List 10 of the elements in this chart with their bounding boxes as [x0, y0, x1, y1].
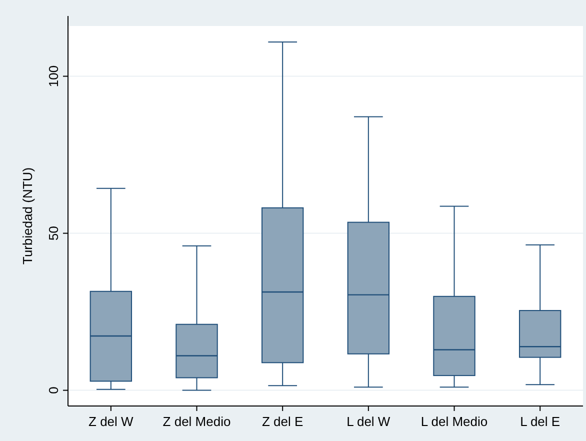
y-axis-title: Turbiedad (NTU): [20, 167, 35, 265]
x-tick-label: Z del Medio: [162, 414, 231, 429]
x-tick-label: Z del E: [262, 414, 304, 429]
y-tick-label: 100: [46, 65, 61, 88]
x-tick-label: Z del W: [88, 414, 134, 429]
x-tick-label: L del Medio: [420, 414, 488, 429]
y-tick-label: 0: [46, 386, 61, 394]
x-tick-label: L del E: [520, 414, 560, 429]
y-tick-label: 50: [46, 226, 61, 241]
x-tick-label: L del W: [346, 414, 391, 429]
